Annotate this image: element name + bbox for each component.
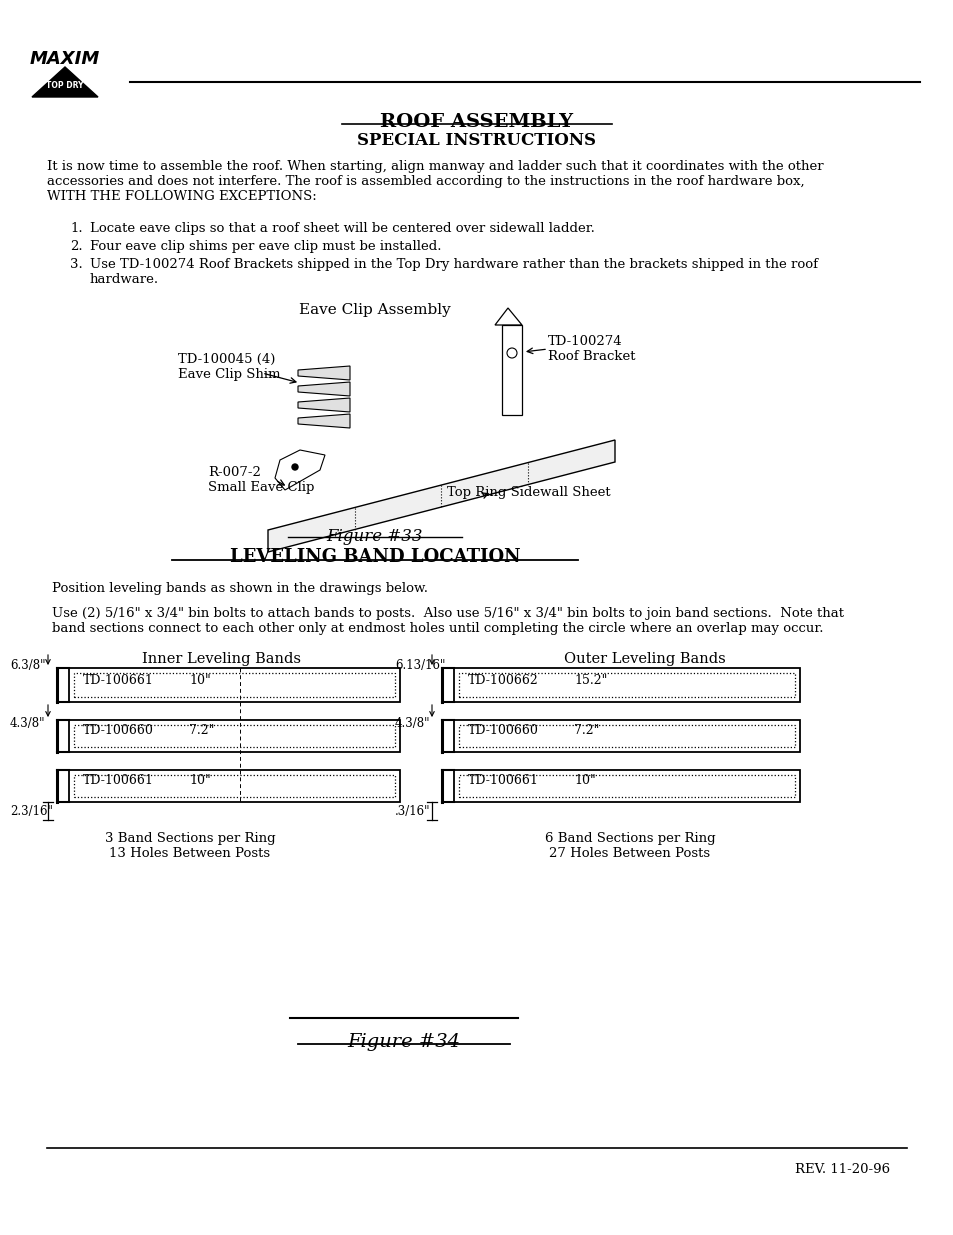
Polygon shape bbox=[32, 67, 98, 98]
Bar bbox=[69, 769, 399, 802]
Polygon shape bbox=[297, 414, 350, 429]
Polygon shape bbox=[297, 398, 350, 412]
Text: R-007-2: R-007-2 bbox=[208, 466, 260, 479]
Text: 4.3/8": 4.3/8" bbox=[395, 718, 430, 730]
Text: Eave Clip Shim: Eave Clip Shim bbox=[178, 368, 280, 382]
Text: 6 Band Sections per Ring
27 Holes Between Posts: 6 Band Sections per Ring 27 Holes Betwee… bbox=[544, 832, 715, 860]
Text: 3.: 3. bbox=[70, 258, 83, 270]
Polygon shape bbox=[297, 366, 350, 380]
Text: ROOF ASSEMBLY: ROOF ASSEMBLY bbox=[380, 112, 573, 131]
Text: SPECIAL INSTRUCTIONS: SPECIAL INSTRUCTIONS bbox=[357, 132, 596, 149]
Text: Outer Leveling Bands: Outer Leveling Bands bbox=[563, 652, 725, 666]
Text: TD-100661: TD-100661 bbox=[83, 673, 153, 687]
Text: MAXIM: MAXIM bbox=[30, 49, 100, 68]
Text: REV. 11-20-96: REV. 11-20-96 bbox=[794, 1163, 889, 1176]
Text: Figure #33: Figure #33 bbox=[327, 529, 423, 545]
Text: 6.13/16": 6.13/16" bbox=[395, 659, 445, 673]
Bar bbox=[69, 668, 399, 701]
Text: TD-100661: TD-100661 bbox=[468, 774, 538, 788]
Text: Locate eave clips so that a roof sheet will be centered over sidewall ladder.: Locate eave clips so that a roof sheet w… bbox=[90, 222, 595, 235]
Text: TD-100660: TD-100660 bbox=[468, 725, 538, 737]
Text: It is now time to assemble the roof. When starting, align manway and ladder such: It is now time to assemble the roof. Whe… bbox=[47, 161, 822, 203]
Text: 2.3/16": 2.3/16" bbox=[10, 805, 52, 819]
Text: TD-100660: TD-100660 bbox=[83, 725, 153, 737]
Text: LEVELING BAND LOCATION: LEVELING BAND LOCATION bbox=[230, 548, 519, 566]
Text: 4.3/8": 4.3/8" bbox=[10, 718, 46, 730]
Bar bbox=[454, 668, 800, 701]
Bar bbox=[458, 776, 794, 797]
Text: Use (2) 5/16" x 3/4" bin bolts to attach bands to posts.  Also use 5/16" x 3/4" : Use (2) 5/16" x 3/4" bin bolts to attach… bbox=[52, 606, 843, 635]
Text: 7.2": 7.2" bbox=[574, 725, 598, 737]
Text: 10": 10" bbox=[189, 774, 211, 788]
Text: .3/16": .3/16" bbox=[395, 805, 430, 819]
Text: Use TD-100274 Roof Brackets shipped in the Top Dry hardware rather than the brac: Use TD-100274 Roof Brackets shipped in t… bbox=[90, 258, 817, 287]
Text: TD-100661: TD-100661 bbox=[83, 774, 153, 788]
Text: Position leveling bands as shown in the drawings below.: Position leveling bands as shown in the … bbox=[52, 582, 428, 595]
Polygon shape bbox=[268, 440, 615, 552]
Text: 1.: 1. bbox=[70, 222, 83, 235]
Text: TD-100274: TD-100274 bbox=[547, 335, 622, 348]
Text: 10": 10" bbox=[574, 774, 595, 788]
Text: 7.2": 7.2" bbox=[189, 725, 214, 737]
Bar bbox=[74, 776, 395, 797]
Bar bbox=[69, 720, 399, 752]
Polygon shape bbox=[297, 382, 350, 396]
Bar bbox=[74, 673, 395, 697]
Text: Top Ring Sidewall Sheet: Top Ring Sidewall Sheet bbox=[447, 487, 610, 499]
Bar bbox=[454, 769, 800, 802]
Circle shape bbox=[292, 464, 297, 471]
Text: 3 Band Sections per Ring
13 Holes Between Posts: 3 Band Sections per Ring 13 Holes Betwee… bbox=[105, 832, 275, 860]
Text: Small Eave Clip: Small Eave Clip bbox=[208, 480, 314, 494]
Bar bbox=[454, 720, 800, 752]
Bar bbox=[458, 725, 794, 747]
Text: TD-100045 (4): TD-100045 (4) bbox=[178, 353, 275, 366]
Text: Figure #34: Figure #34 bbox=[347, 1032, 460, 1051]
Text: TOP DRY: TOP DRY bbox=[46, 80, 84, 89]
Text: Eave Clip Assembly: Eave Clip Assembly bbox=[299, 303, 451, 317]
Text: Inner Leveling Bands: Inner Leveling Bands bbox=[142, 652, 301, 666]
Text: TD-100662: TD-100662 bbox=[468, 673, 538, 687]
Text: Four eave clip shims per eave clip must be installed.: Four eave clip shims per eave clip must … bbox=[90, 240, 441, 253]
Text: 10": 10" bbox=[189, 673, 211, 687]
Text: 2.: 2. bbox=[70, 240, 83, 253]
Text: 6.3/8": 6.3/8" bbox=[10, 659, 46, 673]
Bar bbox=[74, 725, 395, 747]
Text: 15.2": 15.2" bbox=[574, 673, 607, 687]
Text: Roof Bracket: Roof Bracket bbox=[547, 350, 635, 363]
Bar bbox=[458, 673, 794, 697]
